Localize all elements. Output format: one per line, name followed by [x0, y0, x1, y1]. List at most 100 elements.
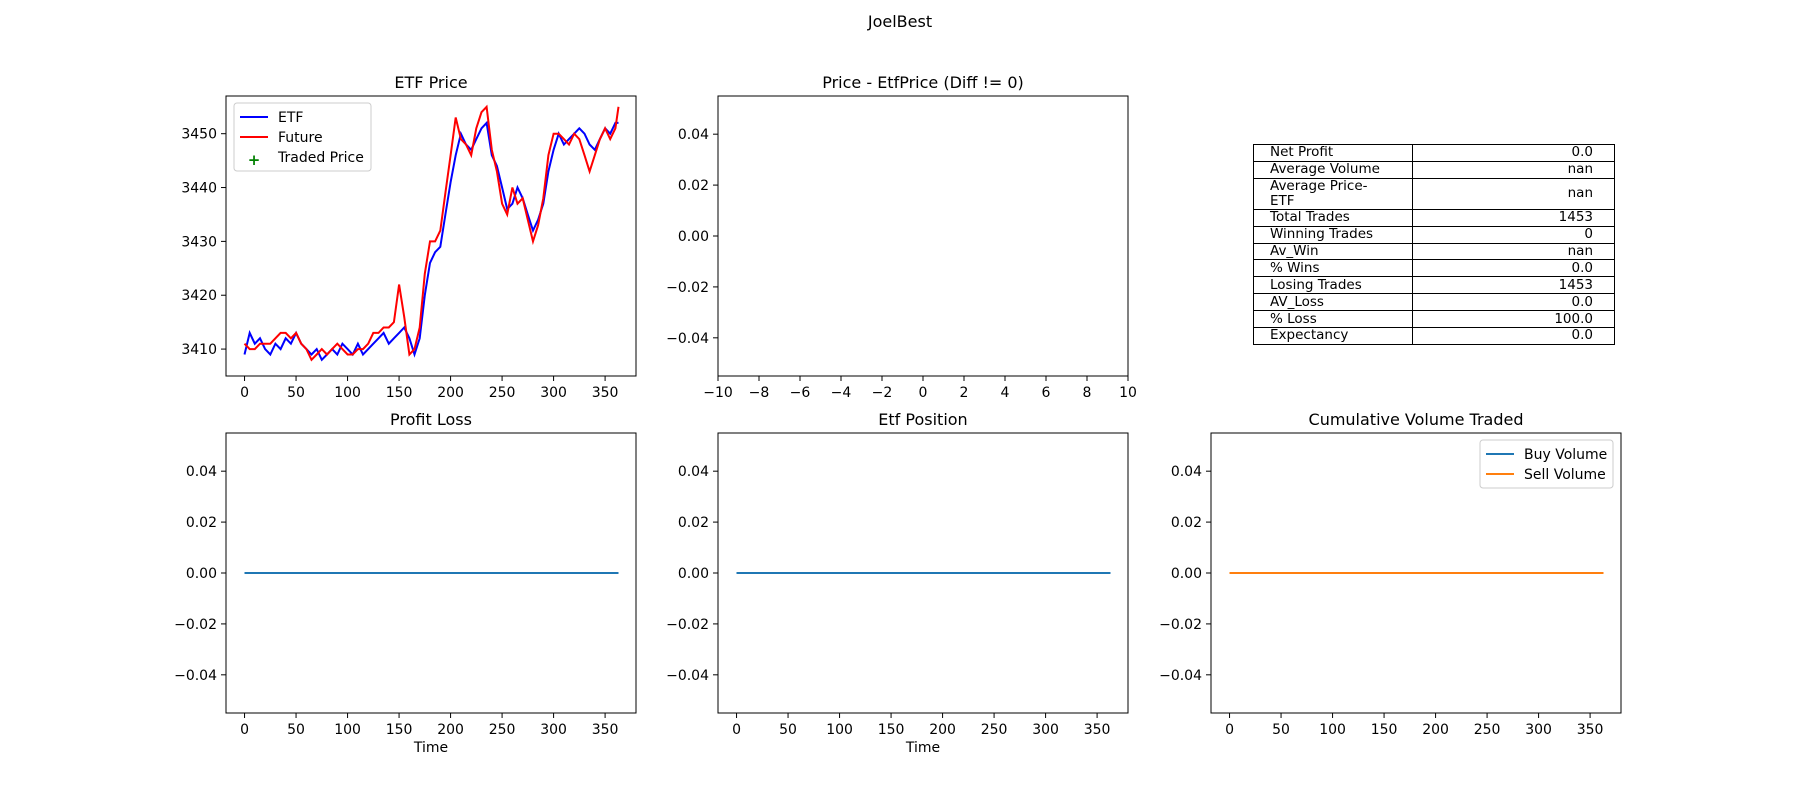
x-tick-label: 150 — [1371, 722, 1398, 738]
chart-title-etf-position: Etf Position — [878, 410, 968, 429]
chart-title-cumulative-volume: Cumulative Volume Traded — [1308, 410, 1524, 429]
y-tick-label: 3430 — [181, 234, 217, 250]
legend-label: Future — [278, 130, 323, 146]
x-tick-label: 2 — [960, 385, 969, 401]
axes-etf-price: 0 50 100 150 200 250 300 350 3410 3420 3430 3440 345… — [181, 95, 637, 401]
y-tick-label: 0.00 — [678, 566, 709, 582]
y-tick-label: −0.04 — [666, 331, 709, 347]
x-tick-label: 50 — [779, 722, 797, 738]
stats-value: nan — [1412, 177, 1615, 210]
y-tick-label: 0.02 — [678, 178, 709, 194]
legend: Buy Volume Sell Volume — [1479, 439, 1614, 489]
y-tick-label: 3440 — [181, 181, 217, 197]
x-tick-label: 300 — [540, 385, 567, 401]
x-tick-label: 300 — [540, 722, 567, 738]
x-tick-label: 250 — [981, 722, 1008, 738]
stats-row: Av_Win nan — [1253, 242, 1615, 261]
legend-label: Traded Price — [277, 150, 364, 166]
chart-title-profit-loss: Profit Loss — [390, 410, 472, 429]
x-tick-label: 150 — [878, 722, 905, 738]
x-tick-label: 10 — [1119, 385, 1137, 401]
legend-box — [1479, 439, 1614, 489]
y-tick-label: 0.00 — [186, 566, 217, 582]
stats-row: Average Price- ETF nan — [1253, 177, 1615, 210]
x-tick-label: 300 — [1525, 722, 1552, 738]
chart-title-price-diff: Price - EtfPrice (Diff != 0) — [822, 73, 1024, 92]
stats-value: 0.0 — [1412, 327, 1615, 345]
x-tick-label: 350 — [1084, 722, 1111, 738]
y-tick-label: 0.04 — [678, 127, 709, 143]
y-tick-label: 3410 — [181, 342, 217, 358]
y-tick-label: 0.04 — [1171, 464, 1202, 480]
x-tick-label: 0 — [1225, 722, 1234, 738]
stats-row: Net Profit 0.0 — [1253, 144, 1615, 162]
x-tick-label: 250 — [489, 385, 516, 401]
x-tick-label: −8 — [749, 385, 770, 401]
y-tick-label: 0.02 — [678, 515, 709, 531]
y-tick-label: −0.02 — [174, 617, 217, 633]
x-tick-label: 200 — [1422, 722, 1449, 738]
x-tick-label: 350 — [592, 722, 619, 738]
x-tick-label: 250 — [489, 722, 516, 738]
y-tick-label: 0.02 — [1171, 515, 1202, 531]
x-tick-label: 350 — [592, 385, 619, 401]
y-tick-label: 0.02 — [186, 515, 217, 531]
x-tick-label: 100 — [334, 722, 361, 738]
x-tick-label: 0 — [919, 385, 928, 401]
x-tick-label: 0 — [240, 385, 249, 401]
x-tick-label: −6 — [790, 385, 811, 401]
x-tick-label: 6 — [1042, 385, 1051, 401]
legend-label: ETF — [278, 110, 303, 126]
legend: ETF Future + Traded Price — [233, 102, 372, 172]
y-tick-label: 3420 — [181, 288, 217, 304]
stats-key: Winning Trades — [1253, 225, 1413, 244]
x-axis-label-etf-position: Time — [905, 740, 941, 756]
x-tick-label: 50 — [1272, 722, 1290, 738]
x-tick-label: −2 — [872, 385, 893, 401]
x-tick-label: 8 — [1083, 385, 1092, 401]
stats-row: Total Trades 1453 — [1253, 208, 1615, 227]
y-tick-label: −0.02 — [666, 280, 709, 296]
y-tick-label: 0.00 — [678, 229, 709, 245]
y-tick-label: −0.04 — [174, 668, 217, 684]
x-tick-label: 200 — [437, 385, 464, 401]
x-tick-label: 200 — [929, 722, 956, 738]
axes-etf-position: 0 50 100 150 200 250 300 350 −0.04 −0.02 0.00 0.02 0… — [666, 432, 1129, 738]
stats-row: Expectancy 0.0 — [1253, 327, 1615, 345]
x-tick-label: 100 — [1319, 722, 1346, 738]
y-tick-label: −0.04 — [1159, 668, 1202, 684]
stats-row: % Loss 100.0 — [1253, 310, 1615, 329]
y-tick-label: 0.00 — [1171, 566, 1202, 582]
figure-title: JoelBest — [867, 12, 933, 31]
legend-box — [233, 102, 372, 172]
axes-price-diff: −10 −8 −6 −4 −2 0 2 4 6 8 10 −0.04 −0.02 0.00 0.02 0.04 — [666, 95, 1137, 401]
y-tick-label: 0.04 — [186, 464, 217, 480]
x-tick-label: 150 — [386, 385, 413, 401]
stats-row: Losing Trades 1453 — [1253, 276, 1615, 295]
x-tick-label: −10 — [703, 385, 733, 401]
x-tick-label: 300 — [1032, 722, 1059, 738]
x-axis-label-profit-loss: Time — [413, 740, 449, 756]
x-tick-label: 50 — [287, 385, 305, 401]
y-tick-label: 0.04 — [678, 464, 709, 480]
stats-table: Net Profit 0.0 Average Volume nan Average Pr… — [1253, 144, 1615, 345]
axes-cumulative-volume: 0 50 100 150 200 250 300 350 −0.04 −0.02 0.00 0.02 0… — [1159, 432, 1622, 738]
y-tick-label: −0.02 — [1159, 617, 1202, 633]
legend-label: Buy Volume — [1524, 447, 1607, 463]
legend-marker: + — [248, 151, 261, 169]
stats-key: Expectancy — [1253, 327, 1413, 345]
x-tick-label: −4 — [831, 385, 852, 401]
legend-label: Sell Volume — [1524, 467, 1606, 483]
x-tick-label: 100 — [826, 722, 853, 738]
x-tick-label: 0 — [732, 722, 741, 738]
x-tick-label: 100 — [334, 385, 361, 401]
stats-key: Average Price- ETF — [1253, 177, 1413, 210]
x-tick-label: 200 — [437, 722, 464, 738]
stats-key: % Loss — [1253, 310, 1413, 329]
y-tick-label: 3450 — [181, 127, 217, 143]
axes-profit-loss: 0 50 100 150 200 250 300 350 −0.04 −0.02 0.00 0.02 0… — [174, 432, 637, 738]
x-tick-label: 50 — [287, 722, 305, 738]
stats-value: 1453 — [1412, 276, 1615, 295]
y-tick-label: −0.02 — [666, 617, 709, 633]
